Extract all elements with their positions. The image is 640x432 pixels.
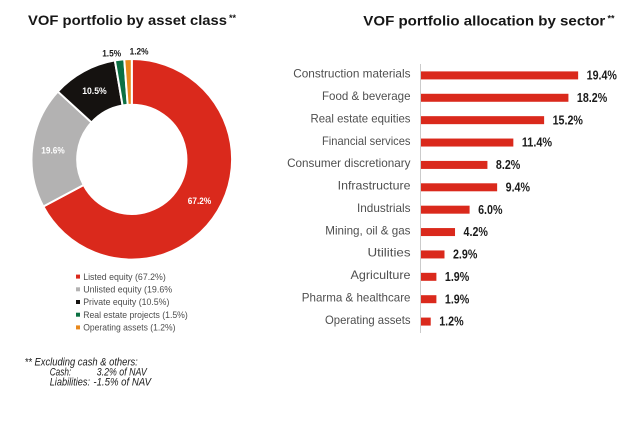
svg-text:Mining, oil & gas: Mining, oil & gas: [325, 223, 410, 237]
svg-text:8.2%: 8.2%: [496, 158, 520, 172]
svg-text:15.2%: 15.2%: [553, 113, 583, 127]
svg-text:1.2%: 1.2%: [130, 46, 149, 56]
svg-text:1.5%: 1.5%: [102, 48, 121, 58]
svg-text:3.2% of NAV: 3.2% of NAV: [97, 367, 148, 379]
svg-text:Private equity (10.5%): Private equity (10.5%): [83, 297, 169, 308]
svg-text:Liabilities:: Liabilities:: [50, 377, 90, 389]
svg-text:Pharma & healthcare: Pharma & healthcare: [302, 290, 411, 304]
svg-text:VOF portfolio allocation by se: VOF portfolio allocation by sector: [363, 12, 606, 28]
svg-text:Utilities: Utilities: [368, 246, 411, 260]
svg-text:Consumer discretionary: Consumer discretionary: [287, 156, 410, 170]
svg-text:1.2%: 1.2%: [439, 315, 463, 329]
svg-text:Agriculture: Agriculture: [351, 268, 411, 282]
svg-text:-1.5% of NAV: -1.5% of NAV: [93, 377, 152, 389]
svg-text:1.9%: 1.9%: [445, 270, 469, 284]
svg-text:Operating assets: Operating assets: [325, 313, 411, 327]
svg-text:**: **: [608, 13, 616, 23]
svg-text:Listed equity (67.2%): Listed equity (67.2%): [83, 272, 166, 283]
svg-text:Real estate equities: Real estate equities: [311, 111, 411, 125]
svg-text:Construction materials: Construction materials: [293, 67, 410, 81]
svg-text:9.4%: 9.4%: [506, 180, 530, 194]
svg-text:Financial services: Financial services: [322, 134, 411, 148]
svg-text:Cash:: Cash:: [50, 367, 71, 379]
svg-text:Food & beverage: Food & beverage: [322, 89, 411, 103]
svg-text:2.9%: 2.9%: [453, 248, 477, 262]
svg-text:** Excluding cash & others:: ** Excluding cash & others:: [25, 356, 138, 368]
svg-text:Unlisted equity (19.6%: Unlisted equity (19.6%: [83, 285, 173, 296]
svg-text:67.2%: 67.2%: [188, 196, 211, 206]
svg-text:19.4%: 19.4%: [587, 69, 617, 83]
svg-text:11.4%: 11.4%: [522, 136, 552, 150]
svg-text:4.2%: 4.2%: [464, 225, 488, 239]
svg-text:**: **: [229, 13, 237, 23]
svg-text:Operating assets (1.2%): Operating assets (1.2%): [83, 323, 175, 334]
svg-text:6.0%: 6.0%: [478, 203, 502, 217]
svg-text:18.2%: 18.2%: [577, 91, 607, 105]
svg-text:VOF portfolio by asset class: VOF portfolio by asset class: [28, 12, 227, 28]
svg-text:Industrials: Industrials: [357, 201, 411, 215]
svg-text:Real estate projects (1.5%): Real estate projects (1.5%): [83, 310, 188, 321]
svg-text:1.9%: 1.9%: [445, 292, 469, 306]
svg-text:10.5%: 10.5%: [82, 86, 107, 96]
svg-text:Infrastructure: Infrastructure: [338, 179, 411, 193]
svg-text:19.6%: 19.6%: [41, 145, 64, 155]
